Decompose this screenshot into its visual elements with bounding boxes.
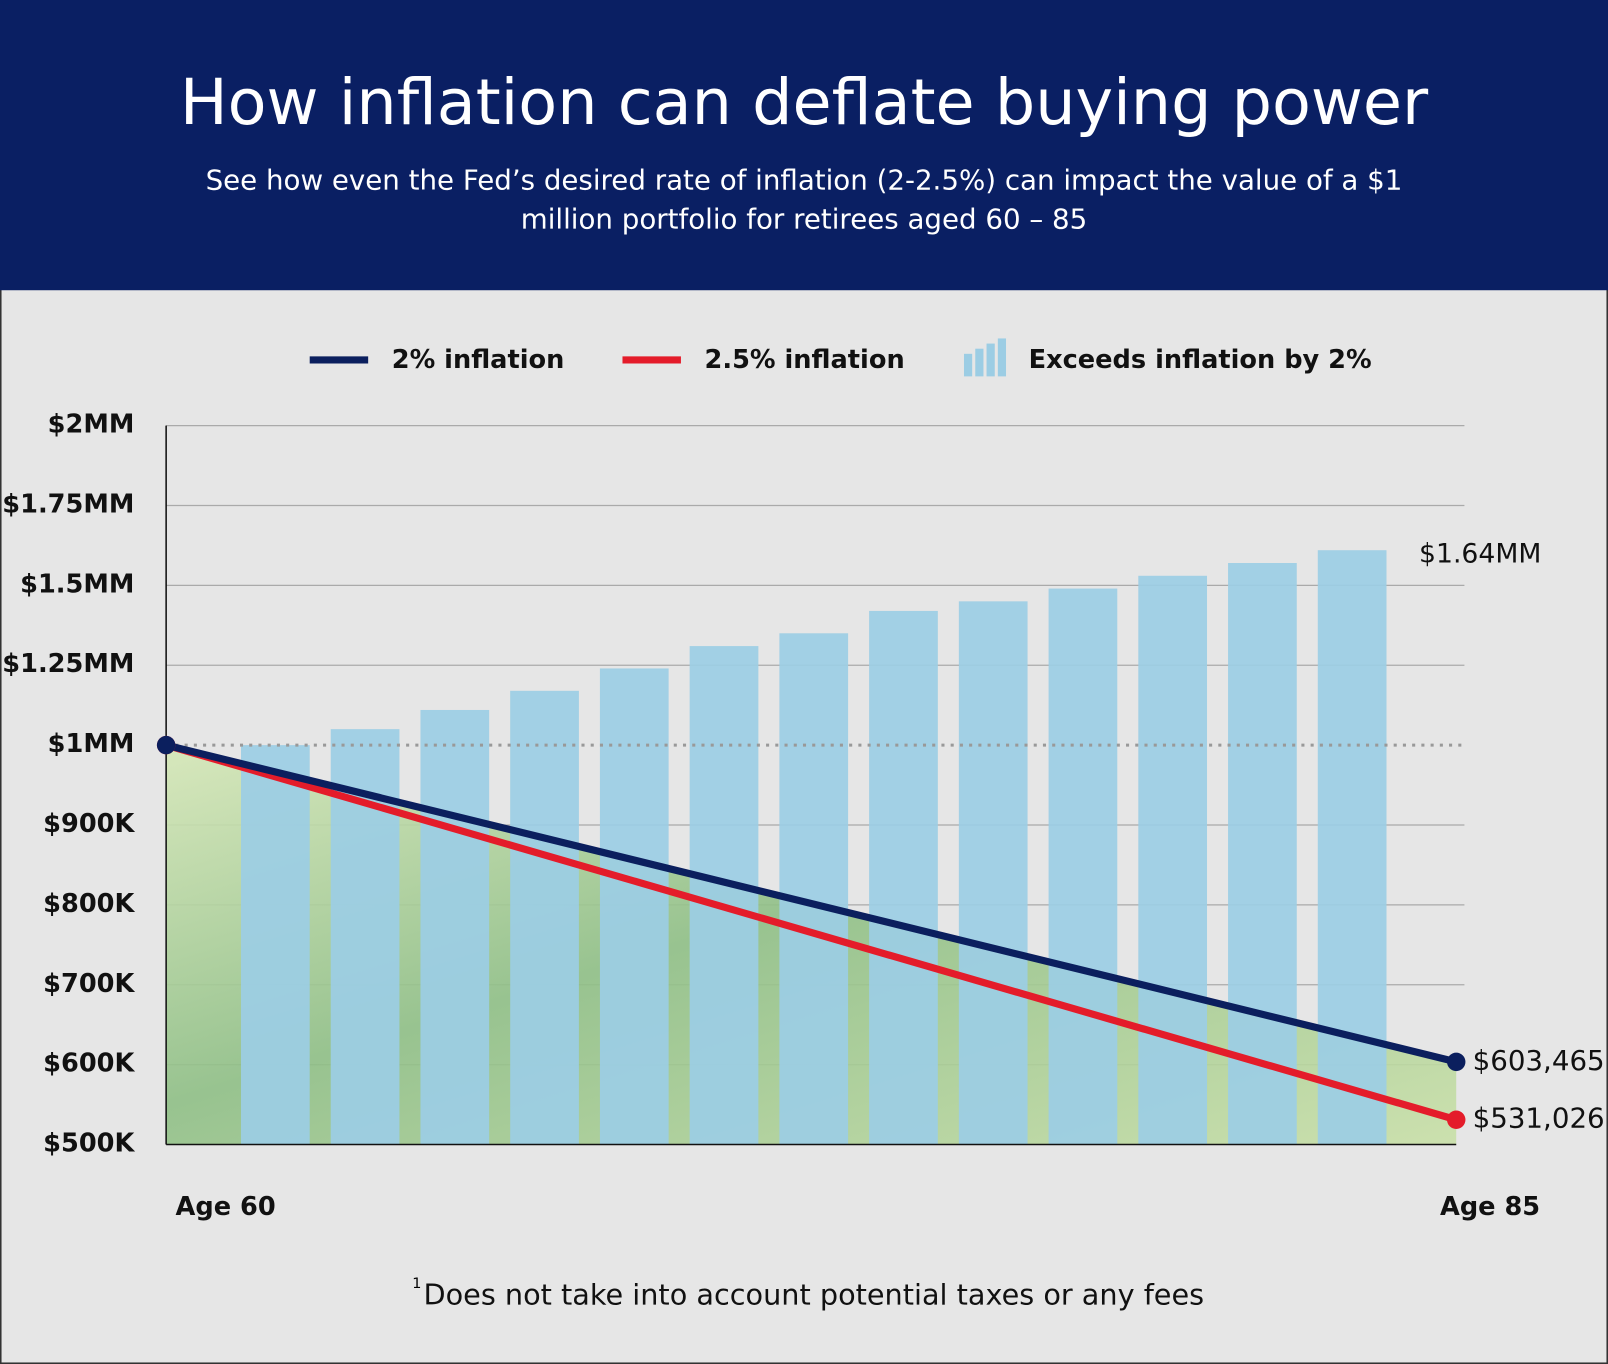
bar [958,601,1028,1145]
legend-swatch [986,343,995,377]
bar-annotation: $1.64MM [1419,538,1541,569]
bar [599,668,669,1145]
point [1446,1110,1466,1129]
line [165,741,1458,1124]
bar [1228,563,1297,1145]
y-tick-label: $500K [43,1129,135,1159]
legend-swatch [975,348,984,377]
title: How inflation can deflate buying power [180,65,1429,139]
bar [1317,550,1387,1145]
y-tick-label: $2MM [48,410,135,440]
y-tick-label: $700K [43,969,135,999]
point [156,735,176,755]
header [0,0,1608,291]
bar [240,745,310,1145]
bar [510,690,579,1145]
data-label: $531,026 [1473,1102,1605,1135]
bar [869,610,938,1145]
legend-label: 2.5% inflation [705,345,905,375]
x-label: Age 85 [1440,1192,1540,1222]
footnote-marker: 1 [412,1276,421,1292]
subtitle: See how even the Fed’s desired rate of i… [206,164,1403,197]
y-tick-label: $600K [43,1049,135,1079]
y-tick-label: $1MM [48,729,135,759]
y-tick-label: $1.25MM [2,649,134,679]
y-tick-label: $800K [43,889,135,919]
bar [779,633,849,1145]
y-tick-label: $1.75MM [2,489,134,519]
bar [1138,575,1208,1145]
legend-swatch [963,353,973,377]
legend-swatch [997,338,1007,377]
bar [689,646,759,1145]
footnote: Does not take into account potential tax… [424,1277,1205,1311]
point [1446,1052,1466,1072]
legend-label: Exceeds inflation by 2% [1029,345,1372,375]
subtitle: million portfolio for retirees aged 60 –… [521,202,1087,235]
data-label: $603,465 [1473,1044,1605,1077]
line [165,741,1458,1066]
bar [420,709,490,1145]
legend-label: 2% inflation [392,345,565,375]
bar [1048,588,1118,1145]
y-tick-label: $1.5MM [20,569,134,599]
y-tick-label: $900K [43,809,135,839]
x-label: Age 60 [176,1192,276,1222]
